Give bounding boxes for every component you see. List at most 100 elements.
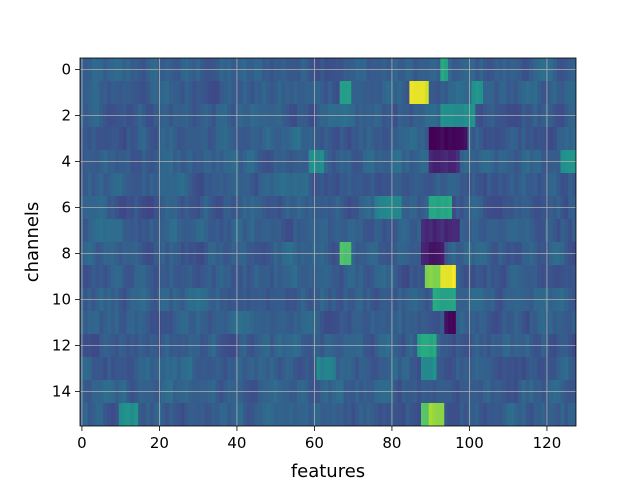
heatmap-cell bbox=[498, 81, 503, 105]
heatmap-cell bbox=[238, 265, 244, 289]
heatmap-cell bbox=[432, 81, 437, 105]
heatmap-cell bbox=[455, 265, 461, 289]
heatmap-cell bbox=[455, 219, 461, 243]
heatmap-cell bbox=[343, 81, 348, 105]
heatmap-cell bbox=[300, 403, 306, 426]
heatmap-cell bbox=[231, 173, 236, 197]
heatmap-cell bbox=[246, 265, 251, 289]
heatmap-cell bbox=[533, 173, 538, 197]
heatmap-cell bbox=[417, 219, 422, 243]
heatmap-cell bbox=[517, 219, 523, 243]
heatmap-cell bbox=[289, 403, 294, 426]
heatmap-cell bbox=[223, 265, 228, 289]
x-tick-label: 80 bbox=[382, 434, 401, 452]
heatmap-cell bbox=[281, 173, 286, 197]
heatmap-cell bbox=[397, 403, 402, 426]
heatmap-cell bbox=[459, 265, 464, 289]
heatmap-cell bbox=[444, 81, 449, 105]
heatmap-cell bbox=[362, 311, 368, 335]
heatmap-cell bbox=[514, 173, 519, 197]
heatmap-cell bbox=[149, 357, 154, 381]
heatmap-cell bbox=[281, 403, 286, 426]
heatmap-cell bbox=[366, 357, 371, 381]
heatmap-cell bbox=[475, 311, 480, 335]
heatmap-cell bbox=[556, 173, 561, 197]
heatmap-cell bbox=[200, 357, 205, 381]
heatmap-cell bbox=[165, 173, 170, 197]
heatmap-cell bbox=[200, 173, 205, 197]
heatmap-cell bbox=[126, 173, 131, 197]
heatmap-cell bbox=[258, 265, 263, 289]
heatmap-cell bbox=[277, 127, 282, 151]
heatmap-cell bbox=[250, 265, 255, 289]
heatmap-cell bbox=[572, 127, 576, 151]
heatmap-cell bbox=[541, 403, 546, 426]
x-tick-label: 120 bbox=[533, 434, 562, 452]
heatmap-cell bbox=[409, 357, 414, 381]
heatmap-cell bbox=[475, 219, 480, 243]
heatmap-cell bbox=[494, 81, 499, 105]
plot-frame bbox=[79, 57, 577, 427]
heatmap-cell bbox=[111, 265, 116, 289]
heatmap-cell bbox=[99, 311, 104, 335]
heatmap-cell bbox=[297, 219, 302, 243]
heatmap-cell bbox=[297, 357, 302, 381]
heatmap-cell bbox=[432, 219, 437, 243]
heatmap-cell bbox=[99, 403, 104, 426]
heatmap-cell bbox=[444, 219, 449, 243]
heatmap-cell bbox=[111, 127, 116, 151]
heatmap-cell bbox=[200, 81, 205, 105]
heatmap-cell bbox=[529, 127, 534, 151]
heatmap-cell bbox=[219, 173, 224, 197]
heatmap-cell bbox=[335, 81, 340, 105]
heatmap-cell bbox=[347, 403, 352, 426]
heatmap-cell bbox=[483, 311, 488, 335]
heatmap-cell bbox=[254, 81, 259, 105]
heatmap-cell bbox=[215, 311, 220, 335]
heatmap-cell bbox=[122, 265, 127, 289]
heatmap-cell bbox=[343, 311, 348, 335]
heatmap-cell bbox=[316, 173, 321, 197]
heatmap-cell bbox=[145, 311, 151, 335]
heatmap-cell bbox=[502, 265, 507, 289]
heatmap-cell bbox=[432, 265, 437, 289]
heatmap-cell bbox=[184, 173, 189, 197]
heatmap-cell bbox=[514, 127, 519, 151]
heatmap-cell bbox=[335, 311, 340, 335]
heatmap-cell bbox=[421, 219, 426, 243]
heatmap-cell bbox=[343, 173, 348, 197]
heatmap-cell bbox=[138, 357, 143, 381]
heatmap-cell bbox=[351, 173, 356, 197]
heatmap-cell bbox=[440, 81, 445, 105]
heatmap-cell bbox=[153, 265, 158, 289]
heatmap-cell bbox=[475, 265, 480, 289]
heatmap-cell bbox=[277, 403, 282, 426]
x-axis: 0 20 40 60 80 100 120 bbox=[77, 426, 561, 452]
heatmap-cell bbox=[351, 265, 356, 289]
heatmap-cell bbox=[211, 311, 216, 335]
heatmap-cell bbox=[153, 219, 158, 243]
heatmap-cell bbox=[517, 265, 523, 289]
heatmap-cell bbox=[359, 403, 364, 426]
heatmap-cell bbox=[149, 127, 154, 151]
heatmap-cell bbox=[382, 219, 387, 243]
heatmap-cell bbox=[204, 311, 209, 335]
heatmap-cell bbox=[506, 311, 511, 335]
heatmap-cell bbox=[138, 403, 143, 426]
heatmap-cell bbox=[444, 357, 449, 381]
heatmap-cell bbox=[517, 311, 523, 335]
heatmap-cell bbox=[219, 265, 224, 289]
heatmap-cell bbox=[231, 81, 236, 105]
heatmap-cell bbox=[498, 311, 503, 335]
heatmap-cell bbox=[552, 311, 557, 335]
heatmap-cell bbox=[382, 81, 387, 105]
heatmap-cell bbox=[355, 403, 360, 426]
heatmap-cell bbox=[455, 403, 461, 426]
heatmap-cell bbox=[514, 311, 519, 335]
heatmap-cell bbox=[130, 173, 135, 197]
heatmap-cell bbox=[409, 81, 414, 105]
heatmap-cell bbox=[459, 173, 464, 197]
heatmap-cell bbox=[525, 127, 530, 151]
heatmap-cell bbox=[83, 173, 89, 197]
heatmap-cell bbox=[448, 219, 453, 243]
